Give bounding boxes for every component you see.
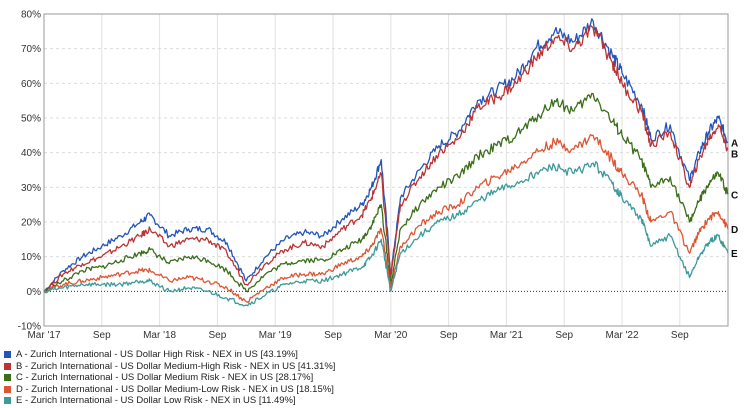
y-tick-label: 60% [21,79,41,90]
x-tick-label: Mar '19 [259,330,292,341]
legend-label: C - Zurich International - US Dollar Med… [16,372,314,383]
y-tick-label: 70% [21,44,41,55]
x-tick-label: Sep [555,330,573,341]
legend-swatch [4,351,11,359]
x-axis-ticks: Mar '17 Sep Mar '18 Sep Mar '19 Sep Mar '20 Sep… [27,330,689,341]
series-end-label: A [731,138,738,149]
vertical-gridlines [101,14,681,326]
x-tick-label: Mar '20 [374,330,407,341]
legend-label: B - Zurich International - US Dollar Med… [16,360,336,372]
y-tick-label: 0% [27,287,42,298]
series-end-label: D [731,225,738,236]
y-axis-ticks: -10% 0% 10% 20% 30% 40% 50% 60% 70% 80% [18,10,41,333]
x-tick-label: Sep [93,330,111,341]
y-tick-label: 10% [21,252,41,263]
series-line-e [43,160,729,307]
series-line-c [43,92,729,293]
x-tick-label: Mar '17 [27,330,60,341]
x-tick-label: Mar '18 [143,330,176,341]
legend-swatch [4,362,11,370]
line-chart: -10% 0% 10% 20% 30% 40% 50% 60% 70% 80% Mar '17 Se… [18,10,739,342]
series-line-d [43,133,729,303]
series-lines [43,18,729,307]
y-tick-label: 80% [21,10,41,21]
legend-item-d: D - Zurich International - US Dollar Med… [4,384,335,396]
y-tick-label: 30% [21,183,41,194]
legend-item-b: B - Zurich International - US Dollar Med… [4,361,335,373]
series-end-label: B [731,149,738,160]
x-tick-label: Sep [671,330,689,341]
y-tick-label: 50% [21,114,41,125]
y-tick-label: -10% [18,322,41,333]
legend: A - Zurich International - US Dollar Hig… [4,349,335,407]
legend-swatch [4,385,11,393]
series-end-label: C [731,190,738,201]
series-line-b [43,24,729,293]
legend-item-e: E - Zurich International - US Dollar Low… [4,395,335,407]
horizontal-gridlines [44,13,728,327]
series-end-label: E [731,249,738,260]
legend-label: D - Zurich International - US Dollar Med… [16,383,334,395]
series-end-labels: AB C D E [731,138,738,260]
x-tick-label: Sep [324,330,342,341]
x-tick-label: Sep [440,330,458,341]
legend-label: A - Zurich International - US Dollar Hig… [16,349,298,360]
y-tick-label: 20% [21,218,41,229]
plot-frame [43,13,729,327]
legend-item-c: C - Zurich International - US Dollar Med… [4,372,335,384]
legend-swatch [4,397,11,405]
legend-label: E - Zurich International - US Dollar Low… [16,395,296,406]
y-tick-label: 40% [21,148,41,159]
legend-item-a: A - Zurich International - US Dollar Hig… [4,349,335,361]
x-tick-label: Mar '21 [490,330,523,341]
x-tick-label: Mar '22 [606,330,639,341]
legend-swatch [4,374,11,382]
x-tick-label: Sep [209,330,227,341]
